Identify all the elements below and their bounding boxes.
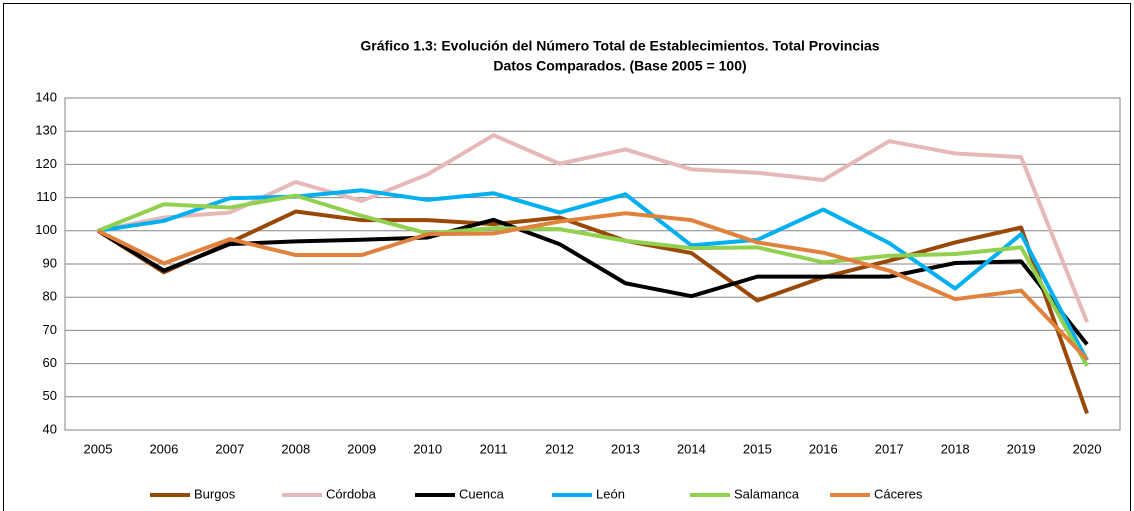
series-line: [97, 211, 1089, 361]
x-tick-label: 2016: [809, 441, 838, 456]
chart-title: Gráfico 1.3: Evolución del Número Total …: [360, 38, 879, 54]
x-tick-label: 2006: [149, 441, 178, 456]
series-line: [96, 209, 1089, 415]
x-tick-label: 2007: [215, 441, 244, 456]
y-tick-label: 120: [35, 156, 57, 171]
chart-border: [3, 3, 1131, 511]
x-tick-label: 2010: [413, 441, 442, 456]
y-tick-label: 100: [35, 222, 57, 237]
x-tick-label: 2019: [1007, 441, 1036, 456]
x-tick-label: 2008: [281, 441, 310, 456]
y-tick-label: 70: [43, 322, 57, 337]
y-tick-label: 140: [35, 89, 57, 104]
series-line: [97, 188, 1089, 362]
y-tick-label: 50: [43, 388, 57, 403]
x-tick-label: 2015: [743, 441, 772, 456]
x-tick-label: 2017: [875, 441, 904, 456]
x-tick-label: 2018: [941, 441, 970, 456]
y-tick-label: 110: [36, 189, 57, 204]
x-tick-label: 2020: [1073, 441, 1102, 456]
x-tick-label: 2011: [480, 441, 508, 456]
x-tick-label: 2012: [545, 441, 574, 456]
y-tick-label: 90: [43, 255, 57, 270]
legend-label: Córdoba: [326, 486, 377, 501]
y-tick-label: 80: [43, 289, 57, 304]
x-tick-label: 2014: [677, 441, 706, 456]
y-tick-label: 40: [43, 421, 57, 436]
legend-label: León: [596, 486, 625, 501]
x-tick-label: 2009: [347, 441, 376, 456]
series-line: [97, 193, 1089, 367]
y-tick-label: 60: [43, 355, 57, 370]
legend-label: Burgos: [194, 486, 236, 501]
x-tick-label: 2005: [84, 441, 113, 456]
plot-border: [64, 97, 1121, 431]
legend-label: Cáceres: [874, 486, 923, 501]
legend-label: Salamanca: [734, 486, 800, 501]
y-tick-label: 130: [35, 123, 57, 138]
legend-label: Cuenca: [459, 486, 505, 501]
x-tick-label: 2013: [611, 441, 640, 456]
chart-title: Datos Comparados. (Base 2005 = 100): [493, 58, 746, 74]
series-line: [96, 217, 1089, 346]
